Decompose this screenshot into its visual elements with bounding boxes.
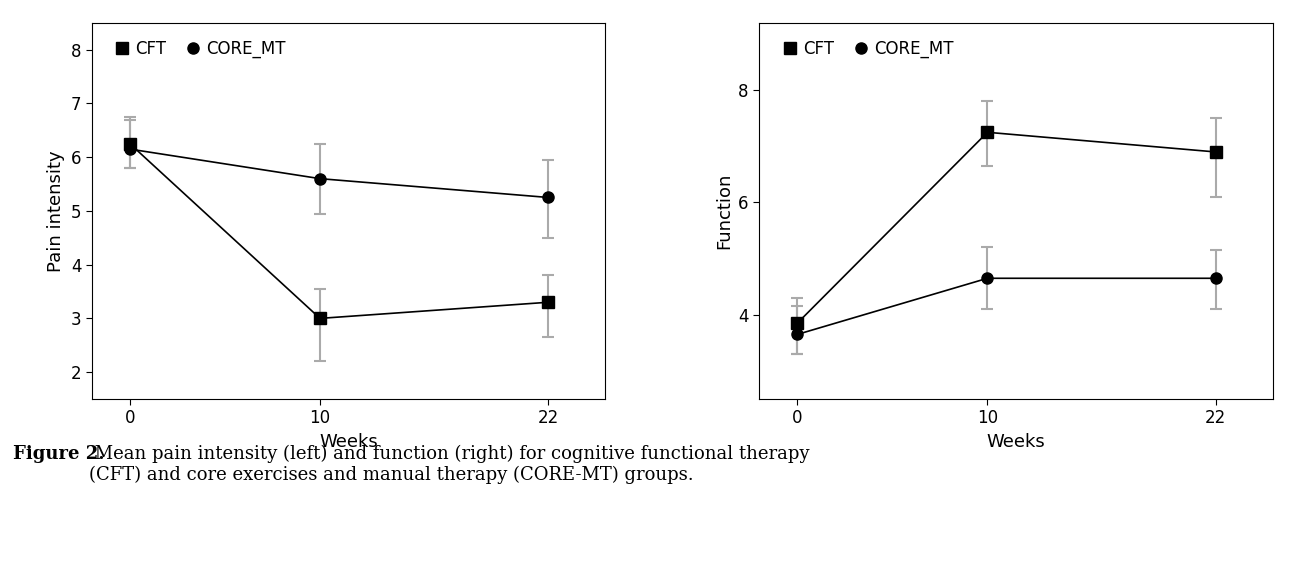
CFT — [541, 299, 556, 306]
CFT — [312, 315, 328, 322]
CORE_MT — [312, 175, 328, 182]
CORE_MT — [980, 275, 996, 282]
Y-axis label: Pain intensity: Pain intensity — [47, 150, 66, 272]
CFT — [980, 129, 996, 136]
Text: Mean pain intensity (left) and function (right) for cognitive functional therapy: Mean pain intensity (left) and function … — [89, 445, 810, 484]
Legend: CFT, CORE_MT: CFT, CORE_MT — [110, 35, 291, 63]
CFT — [122, 140, 138, 147]
Legend: CFT, CORE_MT: CFT, CORE_MT — [778, 35, 958, 63]
CORE_MT — [1208, 275, 1224, 282]
CFT — [1208, 149, 1224, 156]
Line: CORE_MT: CORE_MT — [791, 272, 1221, 340]
X-axis label: Weeks: Weeks — [319, 433, 378, 451]
Line: CORE_MT: CORE_MT — [125, 144, 554, 203]
X-axis label: Weeks: Weeks — [987, 433, 1046, 451]
CFT — [790, 320, 806, 327]
Line: CFT: CFT — [791, 127, 1221, 329]
Y-axis label: Function: Function — [715, 173, 733, 249]
CORE_MT — [541, 194, 556, 201]
CORE_MT — [790, 331, 806, 338]
CORE_MT — [122, 146, 138, 153]
Line: CFT: CFT — [125, 138, 554, 324]
Text: Figure 2.: Figure 2. — [13, 445, 105, 463]
